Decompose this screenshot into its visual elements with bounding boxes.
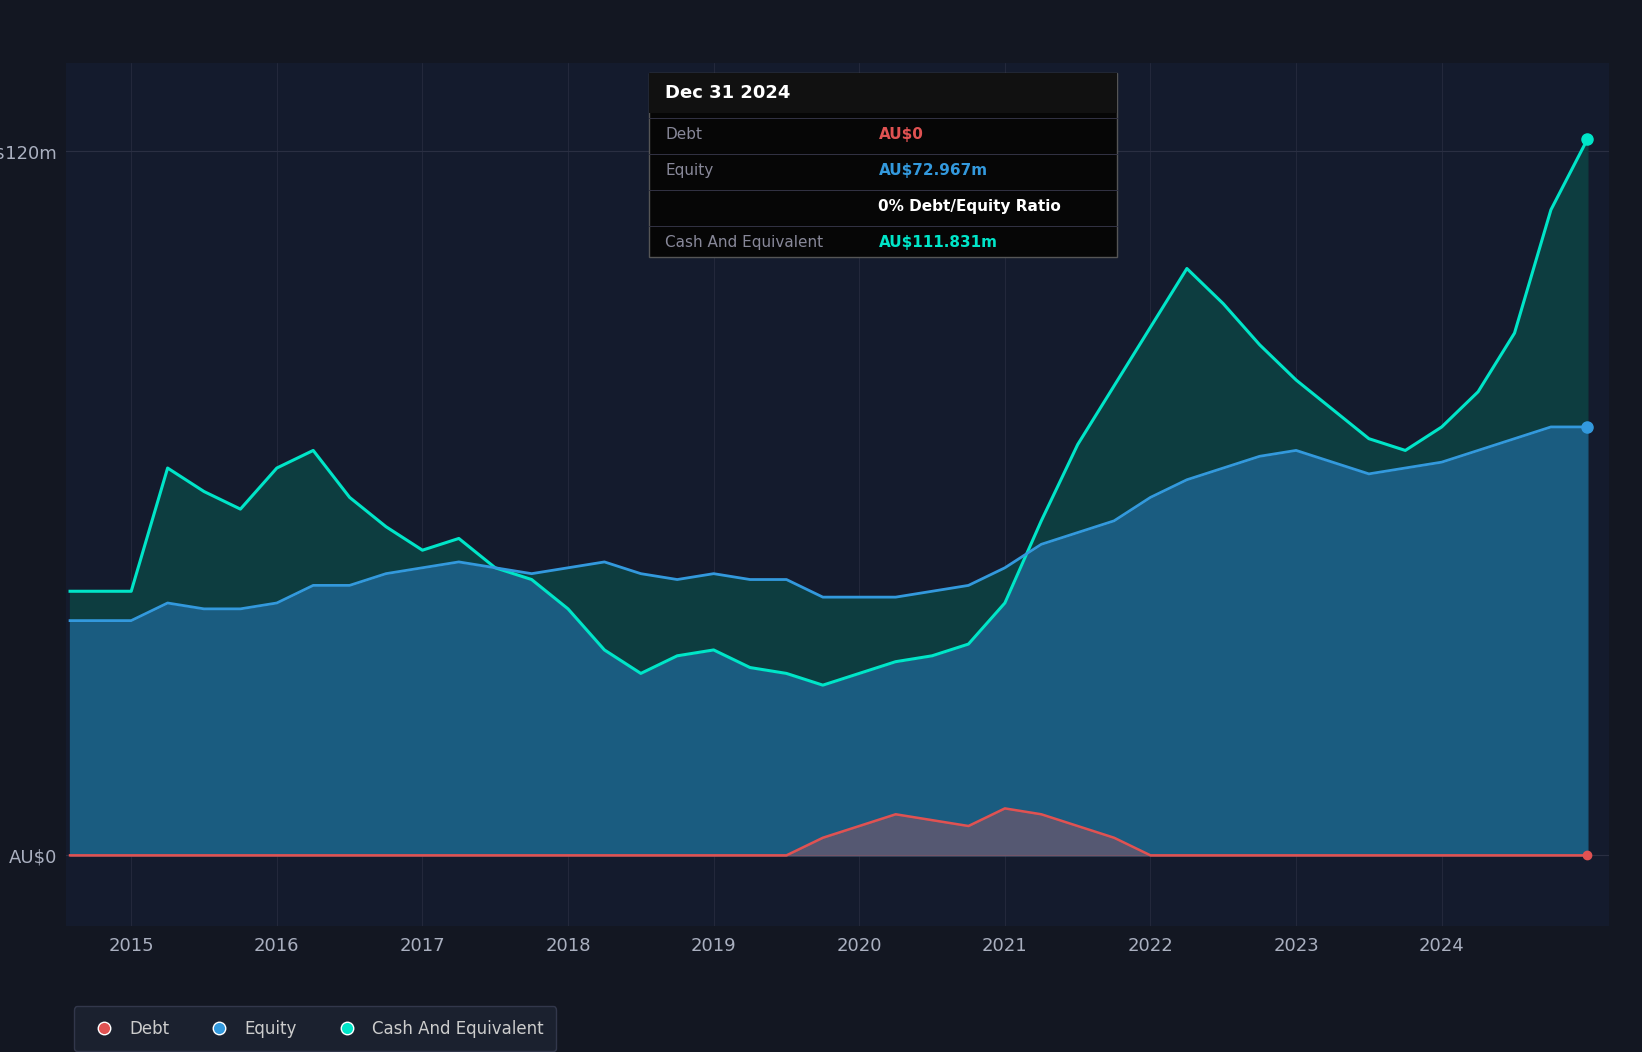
Text: Cash And Equivalent: Cash And Equivalent	[665, 235, 823, 249]
Text: AU$0: AU$0	[878, 126, 923, 142]
Text: Dec 31 2024: Dec 31 2024	[665, 83, 790, 102]
Text: Debt: Debt	[665, 126, 703, 142]
Text: 0% Debt/Equity Ratio: 0% Debt/Equity Ratio	[878, 199, 1061, 214]
Text: AU$111.831m: AU$111.831m	[878, 235, 997, 249]
Legend: Debt, Equity, Cash And Equivalent: Debt, Equity, Cash And Equivalent	[74, 1007, 557, 1051]
Text: AU$72.967m: AU$72.967m	[878, 163, 987, 178]
Text: Equity: Equity	[665, 163, 713, 178]
